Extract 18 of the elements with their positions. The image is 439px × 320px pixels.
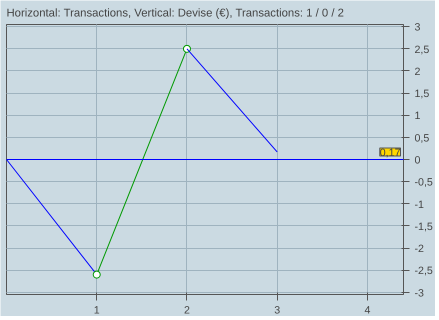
y-tick-label: -2 <box>414 243 424 256</box>
y-tick-label: 0 <box>414 154 420 166</box>
x-tick-label: 4 <box>364 304 370 316</box>
y-tick-label: -2,5 <box>414 265 433 278</box>
x-tick-label: 1 <box>94 304 100 316</box>
y-tick-label: -1 <box>414 198 424 211</box>
x-tick-label: 2 <box>184 304 190 316</box>
y-tick-label: 1,5 <box>414 88 430 100</box>
x-tick-label: 3 <box>274 304 280 316</box>
y-tick-label: 0,5 <box>414 132 430 144</box>
y-tick-label: 2,5 <box>414 44 430 56</box>
y-tick-label: 3 <box>414 22 420 34</box>
y-tick-label: -1,5 <box>414 220 433 233</box>
y-tick-label: -3 <box>414 287 424 300</box>
y-tick-label: -0,5 <box>414 176 433 189</box>
chart-title: Horizontal: Transactions, Vertical: Devise (€), Transactions: 1 / 0 / 2 <box>6 8 344 20</box>
y-tick-label: 1 <box>414 110 420 122</box>
y-tick-label: 2 <box>414 66 420 78</box>
